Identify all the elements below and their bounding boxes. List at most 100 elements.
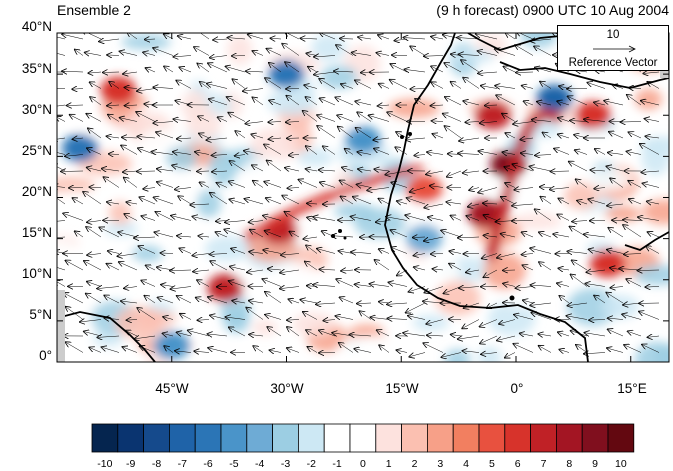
wind-vector [87, 221, 102, 223]
wind-vector [154, 232, 174, 238]
wind-vector [137, 89, 156, 92]
wind-vector [391, 182, 408, 188]
wind-vector [479, 151, 498, 154]
wind-vector [282, 196, 300, 205]
wind-vector [235, 131, 246, 139]
wind-vector [461, 60, 480, 73]
wind-vector [335, 97, 354, 106]
wind-vector [268, 122, 282, 123]
anomaly-patch [641, 138, 669, 176]
wind-vector [303, 312, 318, 320]
y-tick-label: 5°N [29, 307, 52, 322]
wind-vector [350, 335, 372, 336]
wind-vector [391, 247, 408, 254]
wind-vector [629, 88, 642, 89]
wind-vector [370, 284, 390, 287]
wind-vector [57, 195, 66, 205]
colorbar-box [117, 423, 145, 453]
wind-vector [647, 82, 660, 89]
wind-vector [125, 87, 138, 88]
y-tick-label: 20°N [21, 184, 52, 199]
wind-vector [57, 104, 66, 107]
wind-vector [171, 216, 192, 221]
wind-vector [307, 203, 318, 204]
north-africa-coast [499, 61, 669, 89]
title-right: (9 h forecast) 0900 UTC 10 Aug 2004 [436, 2, 669, 18]
colorbar-box [530, 423, 557, 453]
wind-vector [263, 216, 282, 221]
anomaly-patch [311, 33, 347, 62]
wind-vector [586, 270, 606, 272]
wind-vector [57, 151, 66, 154]
wind-vector [270, 38, 282, 39]
wind-vector [405, 215, 426, 221]
wind-vector [174, 119, 192, 121]
wind-vector [339, 343, 354, 353]
wind-vector [198, 116, 210, 122]
wind-vector [341, 196, 354, 205]
wind-vector [267, 327, 282, 337]
wind-vector [193, 270, 210, 272]
reference-arrow-icon [593, 45, 636, 53]
wind-vector [252, 165, 264, 172]
wind-vector [443, 114, 462, 122]
wind-vector [503, 283, 516, 286]
wind-vector [146, 68, 156, 72]
wind-vector [410, 89, 426, 90]
wind-vector [313, 285, 336, 287]
wind-vector [558, 268, 570, 270]
wind-vector [502, 114, 516, 122]
wind-vector [175, 351, 192, 353]
colorbar-box [297, 423, 325, 453]
wind-vector [57, 281, 66, 287]
wind-vector [341, 84, 354, 89]
y-tick-label: 30°N [21, 102, 52, 117]
wind-vector [648, 232, 660, 238]
wind-vector [287, 188, 300, 189]
wind-vector [126, 202, 138, 204]
wind-vector [640, 144, 660, 155]
wind-vector [107, 55, 120, 56]
wind-vector [88, 128, 102, 139]
wind-vector [464, 302, 480, 308]
wind-vector [567, 251, 588, 253]
wind-vector [104, 318, 120, 320]
colorbar-tick-label: 3 [437, 458, 444, 470]
wind-vector [62, 34, 84, 40]
wind-vector [543, 133, 552, 139]
wind-vector [481, 353, 498, 355]
wind-vector [374, 149, 390, 155]
wind-vector [558, 332, 570, 336]
wind-vector [263, 250, 282, 254]
wind-vector [566, 316, 588, 320]
wind-vector [57, 53, 66, 56]
colorbar-box [194, 423, 222, 453]
anomaly-patch [404, 199, 445, 236]
wind-vector [539, 262, 552, 271]
wind-vector [190, 204, 210, 205]
wind-vector [86, 294, 102, 304]
wind-vector [308, 347, 318, 353]
wind-vector [287, 320, 300, 321]
wind-vector [642, 345, 660, 353]
wind-vector [119, 262, 138, 271]
anomaly-patch [477, 346, 503, 362]
colorbar-tick-label: 2 [411, 458, 418, 470]
wind-vector [409, 352, 426, 357]
wind-vector [66, 342, 84, 353]
wind-vector [433, 134, 444, 138]
wind-vector [629, 199, 642, 205]
wind-vector [451, 82, 462, 89]
wind-vector [192, 254, 210, 256]
wind-vector [319, 170, 336, 171]
wind-vector [139, 246, 156, 254]
wind-vector [192, 217, 210, 221]
wind-vector [637, 270, 660, 271]
wind-vector [646, 246, 660, 254]
negative-anomaly [268, 60, 305, 89]
anomaly-patch [514, 212, 562, 229]
wind-vector [225, 221, 246, 223]
wind-vector [229, 281, 246, 287]
wind-vector [249, 221, 264, 223]
